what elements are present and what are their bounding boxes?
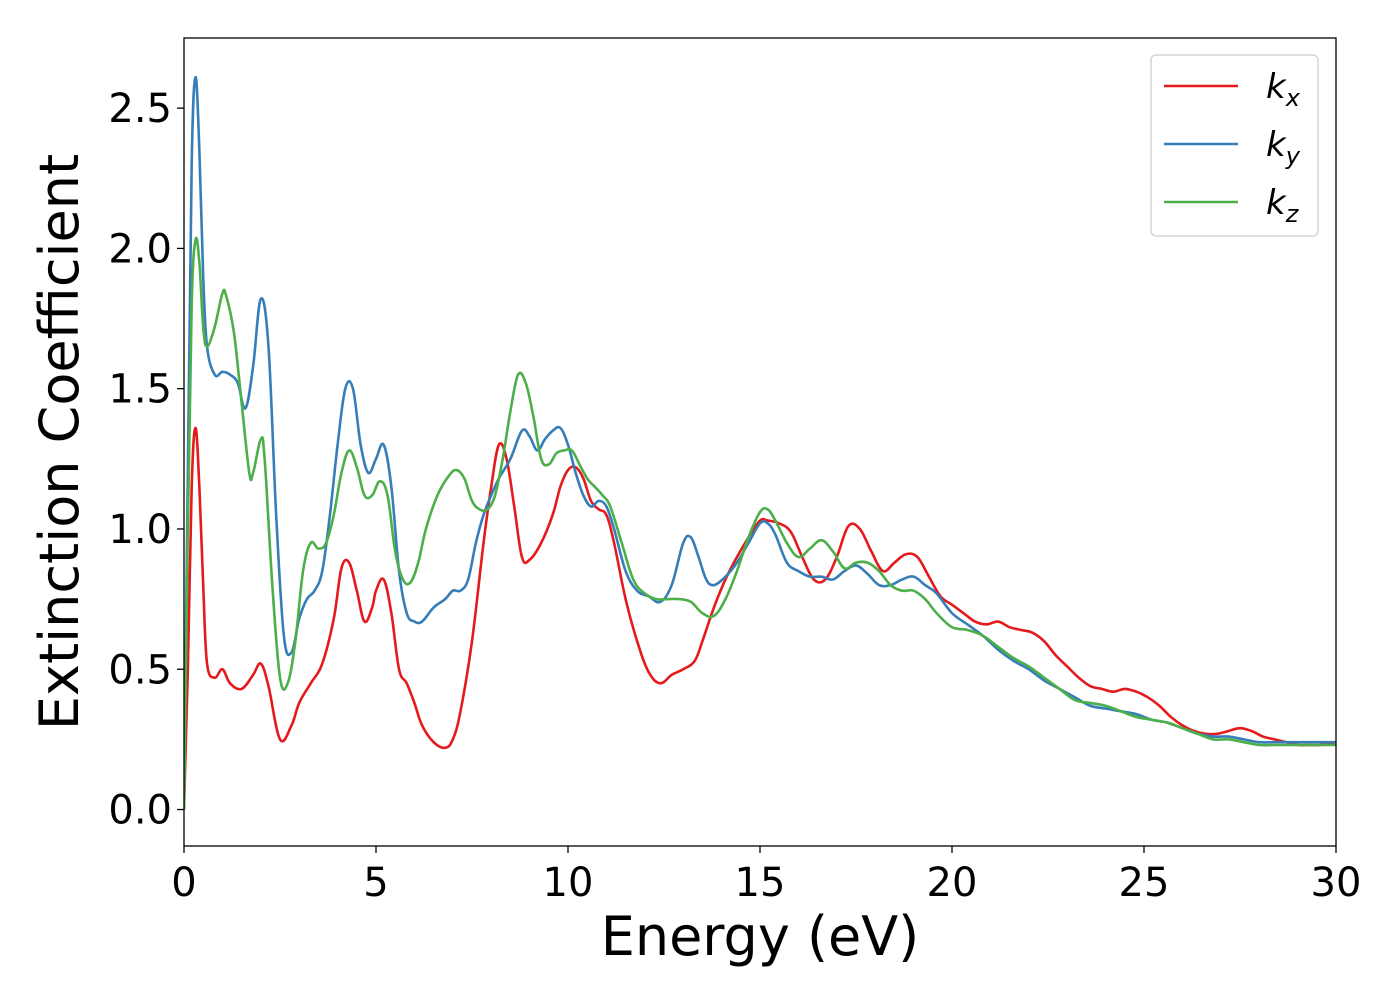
y-tick-label: 1.5 [108,367,172,413]
x-axis: 0 5 10 15 20 25 30 [171,846,1361,906]
series-line-z [184,236,1336,810]
x-tick-label: 25 [1119,860,1170,906]
series-line-y [184,75,1336,810]
x-tick-label: 10 [543,860,594,906]
x-axis-label: Energy (eV) [601,905,920,968]
y-axis-label: Extinction Coefficient [28,154,91,730]
y-axis: 0.0 0.5 1.0 1.5 2.0 2.5 [108,86,184,834]
y-tick-label: 1.0 [108,507,172,553]
y-tick-label: 2.5 [108,86,172,132]
x-tick-label: 20 [927,860,978,906]
series-line-x [184,426,1336,810]
x-tick-label: 0 [171,860,196,906]
y-tick-label: 0.5 [108,647,172,693]
x-tick-label: 30 [1311,860,1362,906]
y-tick-label: 0.0 [108,788,172,834]
x-tick-label: 5 [363,860,388,906]
y-tick-label: 2.0 [108,226,172,272]
series-layer [184,75,1336,810]
x-tick-label: 15 [735,860,786,906]
legend-box [1150,54,1319,237]
